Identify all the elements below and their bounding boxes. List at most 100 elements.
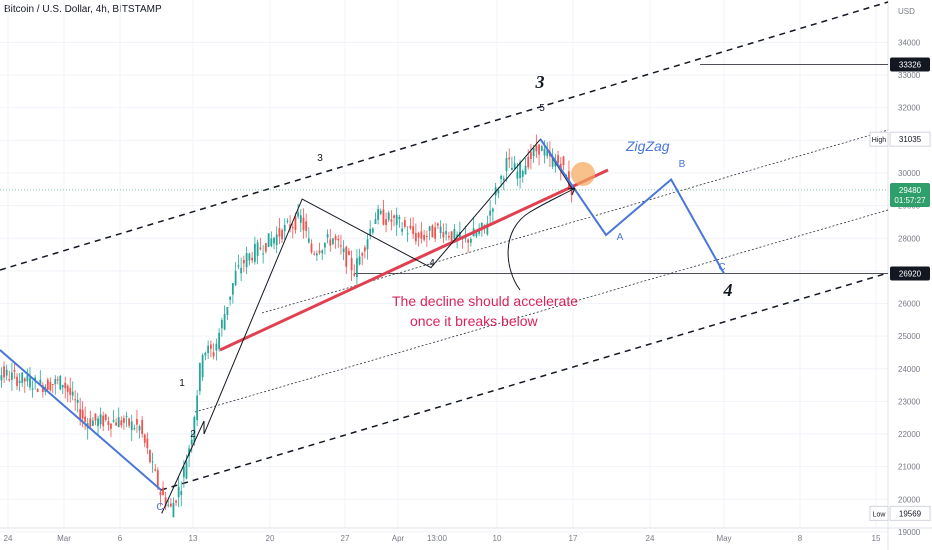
y-tick-label: 30000 <box>898 169 921 178</box>
candle-body <box>115 422 118 426</box>
candle-body <box>305 221 308 231</box>
candle-body <box>259 247 262 250</box>
current-price-highlight <box>571 162 595 186</box>
candle-body <box>283 225 286 232</box>
candle-body <box>81 409 84 419</box>
candle-body <box>231 283 234 295</box>
candle-body <box>64 382 67 389</box>
candle-body <box>215 343 218 351</box>
candle-body <box>141 419 144 434</box>
candle-body <box>371 228 374 233</box>
price-tag-33326: 33326 <box>890 57 930 72</box>
candle-body <box>382 209 385 225</box>
zigzag-projection-path <box>539 138 725 274</box>
candle-body <box>209 344 212 349</box>
candle-body <box>110 423 112 429</box>
price-tag-bg <box>890 266 930 281</box>
candle-body <box>13 369 16 372</box>
candle-body <box>390 219 393 222</box>
candle-body <box>395 214 398 225</box>
candle-body <box>478 229 481 234</box>
candle-body <box>159 491 162 496</box>
candle-body <box>412 226 415 235</box>
candle-body <box>513 163 516 169</box>
candle-body <box>3 366 5 378</box>
candle-body <box>417 232 420 238</box>
candle-body <box>508 157 511 160</box>
candle-body <box>123 418 125 423</box>
candle-body <box>143 434 146 443</box>
candle-body <box>361 253 364 256</box>
candle-body <box>212 352 215 357</box>
price-tag-label-bg <box>869 131 889 147</box>
candle-body <box>102 415 105 427</box>
x-tick-label: 6 <box>118 534 123 543</box>
candle-body <box>23 378 26 382</box>
candle-body <box>453 229 456 239</box>
support-trendline <box>219 168 609 352</box>
candle-body <box>310 243 313 253</box>
candle-body <box>36 388 39 392</box>
candle-body <box>546 150 549 156</box>
candle-body <box>16 376 18 387</box>
candle-body <box>34 377 37 381</box>
price-tag-label: Low <box>873 511 887 518</box>
candle-body <box>532 147 535 157</box>
candle-body <box>61 385 64 388</box>
candle-body <box>353 273 356 276</box>
candle-body <box>456 234 459 238</box>
y-tick-label: 19000 <box>898 528 921 537</box>
y-tick-label: 20000 <box>898 495 921 504</box>
wave-label: 4 <box>429 258 435 269</box>
candle-body <box>125 416 128 418</box>
candle-body <box>162 487 164 495</box>
candle-body <box>486 223 489 235</box>
candle-body <box>182 466 185 478</box>
x-tick-label: May <box>716 534 731 543</box>
candle-body <box>557 155 559 163</box>
candle-body <box>374 219 377 225</box>
candle-body <box>172 502 175 518</box>
candle-body <box>198 363 201 392</box>
candle-body <box>167 504 170 506</box>
degree-label-3: 3 <box>535 72 545 92</box>
candle-body <box>500 176 502 180</box>
candle-body <box>337 238 340 241</box>
price-tag-low: Low 19569 <box>869 505 931 521</box>
candle-body <box>29 377 31 388</box>
candle-body <box>204 352 207 356</box>
x-tick-label: 13 <box>189 534 198 543</box>
candle-body <box>387 212 390 220</box>
y-tick-label: 22000 <box>898 430 921 439</box>
candle-body <box>190 439 193 445</box>
price-tag-text: 29480 <box>899 186 922 195</box>
candle-body <box>193 416 196 442</box>
candle-body <box>130 421 133 431</box>
candle-body <box>138 426 141 431</box>
candle-body <box>356 258 358 278</box>
lower-channel-line <box>160 272 889 491</box>
candle-body <box>570 186 573 195</box>
candle-body <box>524 165 527 175</box>
candle-body <box>240 267 243 274</box>
candle-body <box>562 156 565 165</box>
candle-body <box>469 239 472 243</box>
candle-body <box>505 157 508 171</box>
candle-body <box>358 256 361 265</box>
candle-body <box>41 385 44 393</box>
wave-label: 2 <box>190 429 196 440</box>
price-tag-bg <box>889 505 931 521</box>
candle-body <box>89 418 92 427</box>
candle-body <box>324 242 326 248</box>
candle-body <box>551 156 554 167</box>
candle-body <box>66 385 69 392</box>
candle-body <box>107 421 110 426</box>
candle-body <box>128 418 131 426</box>
note-line-2: once it breaks below <box>410 313 539 329</box>
candle-body <box>196 395 199 421</box>
candle-body <box>480 222 483 230</box>
candle-body <box>475 232 478 237</box>
candle-body <box>133 428 136 430</box>
price-tag-bg <box>890 182 930 207</box>
